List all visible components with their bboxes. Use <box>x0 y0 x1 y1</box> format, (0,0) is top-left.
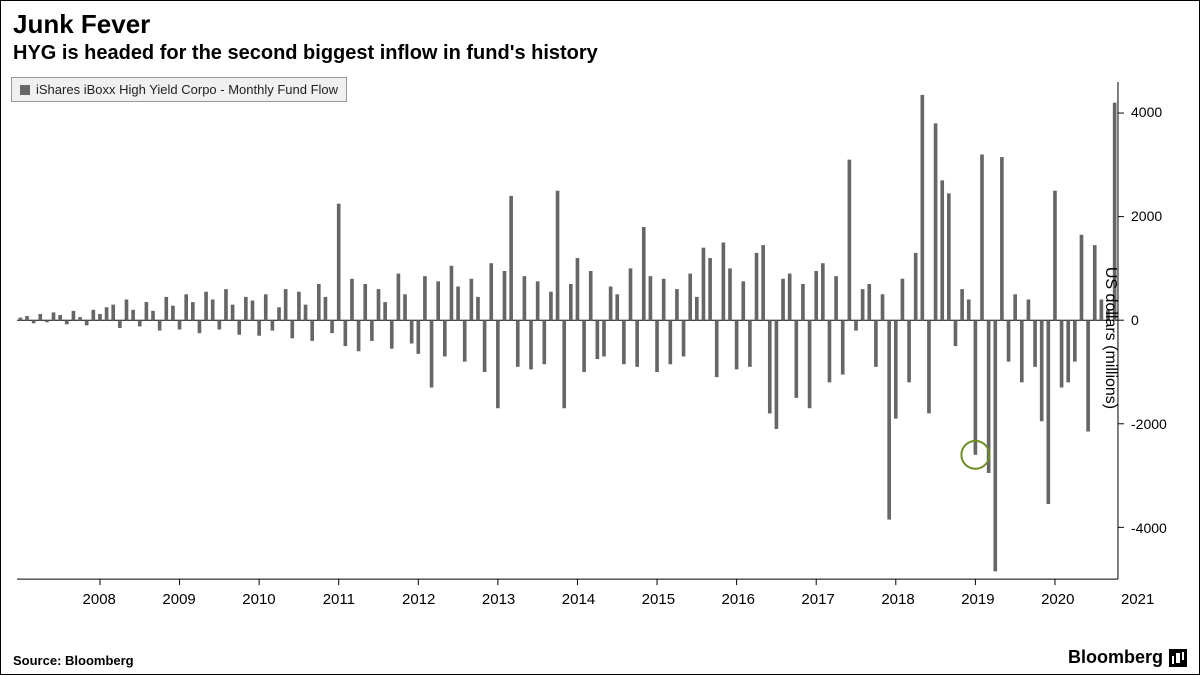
x-tick-label: 2008 <box>83 591 116 608</box>
chart-subtitle: HYG is headed for the second biggest inf… <box>1 42 1199 73</box>
y-tick-label: 0 <box>1131 312 1181 328</box>
chart-plot-area <box>11 77 1129 614</box>
chart-container: Junk Fever HYG is headed for the second … <box>0 0 1200 675</box>
brand-logo: Bloomberg <box>1068 647 1187 668</box>
x-tick-label: 2014 <box>562 591 595 608</box>
y-tick-label: -2000 <box>1131 416 1181 432</box>
source-attribution: Source: Bloomberg <box>13 653 134 668</box>
y-tick-label: -4000 <box>1131 520 1181 536</box>
x-tick-label: 2015 <box>642 591 675 608</box>
bar-chart-svg <box>11 77 1129 614</box>
x-tick-label: 2017 <box>801 591 834 608</box>
chart-legend: iShares iBoxx High Yield Corpo - Monthly… <box>11 77 347 102</box>
chart-title: Junk Fever <box>1 1 1199 42</box>
y-tick-label: 2000 <box>1131 208 1181 224</box>
x-tick-label: 2021 <box>1121 591 1154 608</box>
x-tick-label: 2018 <box>881 591 914 608</box>
brand-icon <box>1169 649 1187 667</box>
y-axis-label: US dollars (millions) <box>1101 266 1119 408</box>
legend-label: iShares iBoxx High Yield Corpo - Monthly… <box>36 82 338 97</box>
x-tick-label: 2019 <box>961 591 994 608</box>
x-tick-label: 2020 <box>1041 591 1074 608</box>
x-tick-label: 2012 <box>402 591 435 608</box>
x-tick-label: 2013 <box>482 591 515 608</box>
x-tick-label: 2009 <box>162 591 195 608</box>
x-tick-label: 2010 <box>242 591 275 608</box>
y-tick-label: 4000 <box>1131 104 1181 120</box>
legend-swatch-icon <box>20 85 30 95</box>
brand-text: Bloomberg <box>1068 647 1163 668</box>
x-tick-label: 2016 <box>722 591 755 608</box>
x-tick-label: 2011 <box>323 591 355 608</box>
